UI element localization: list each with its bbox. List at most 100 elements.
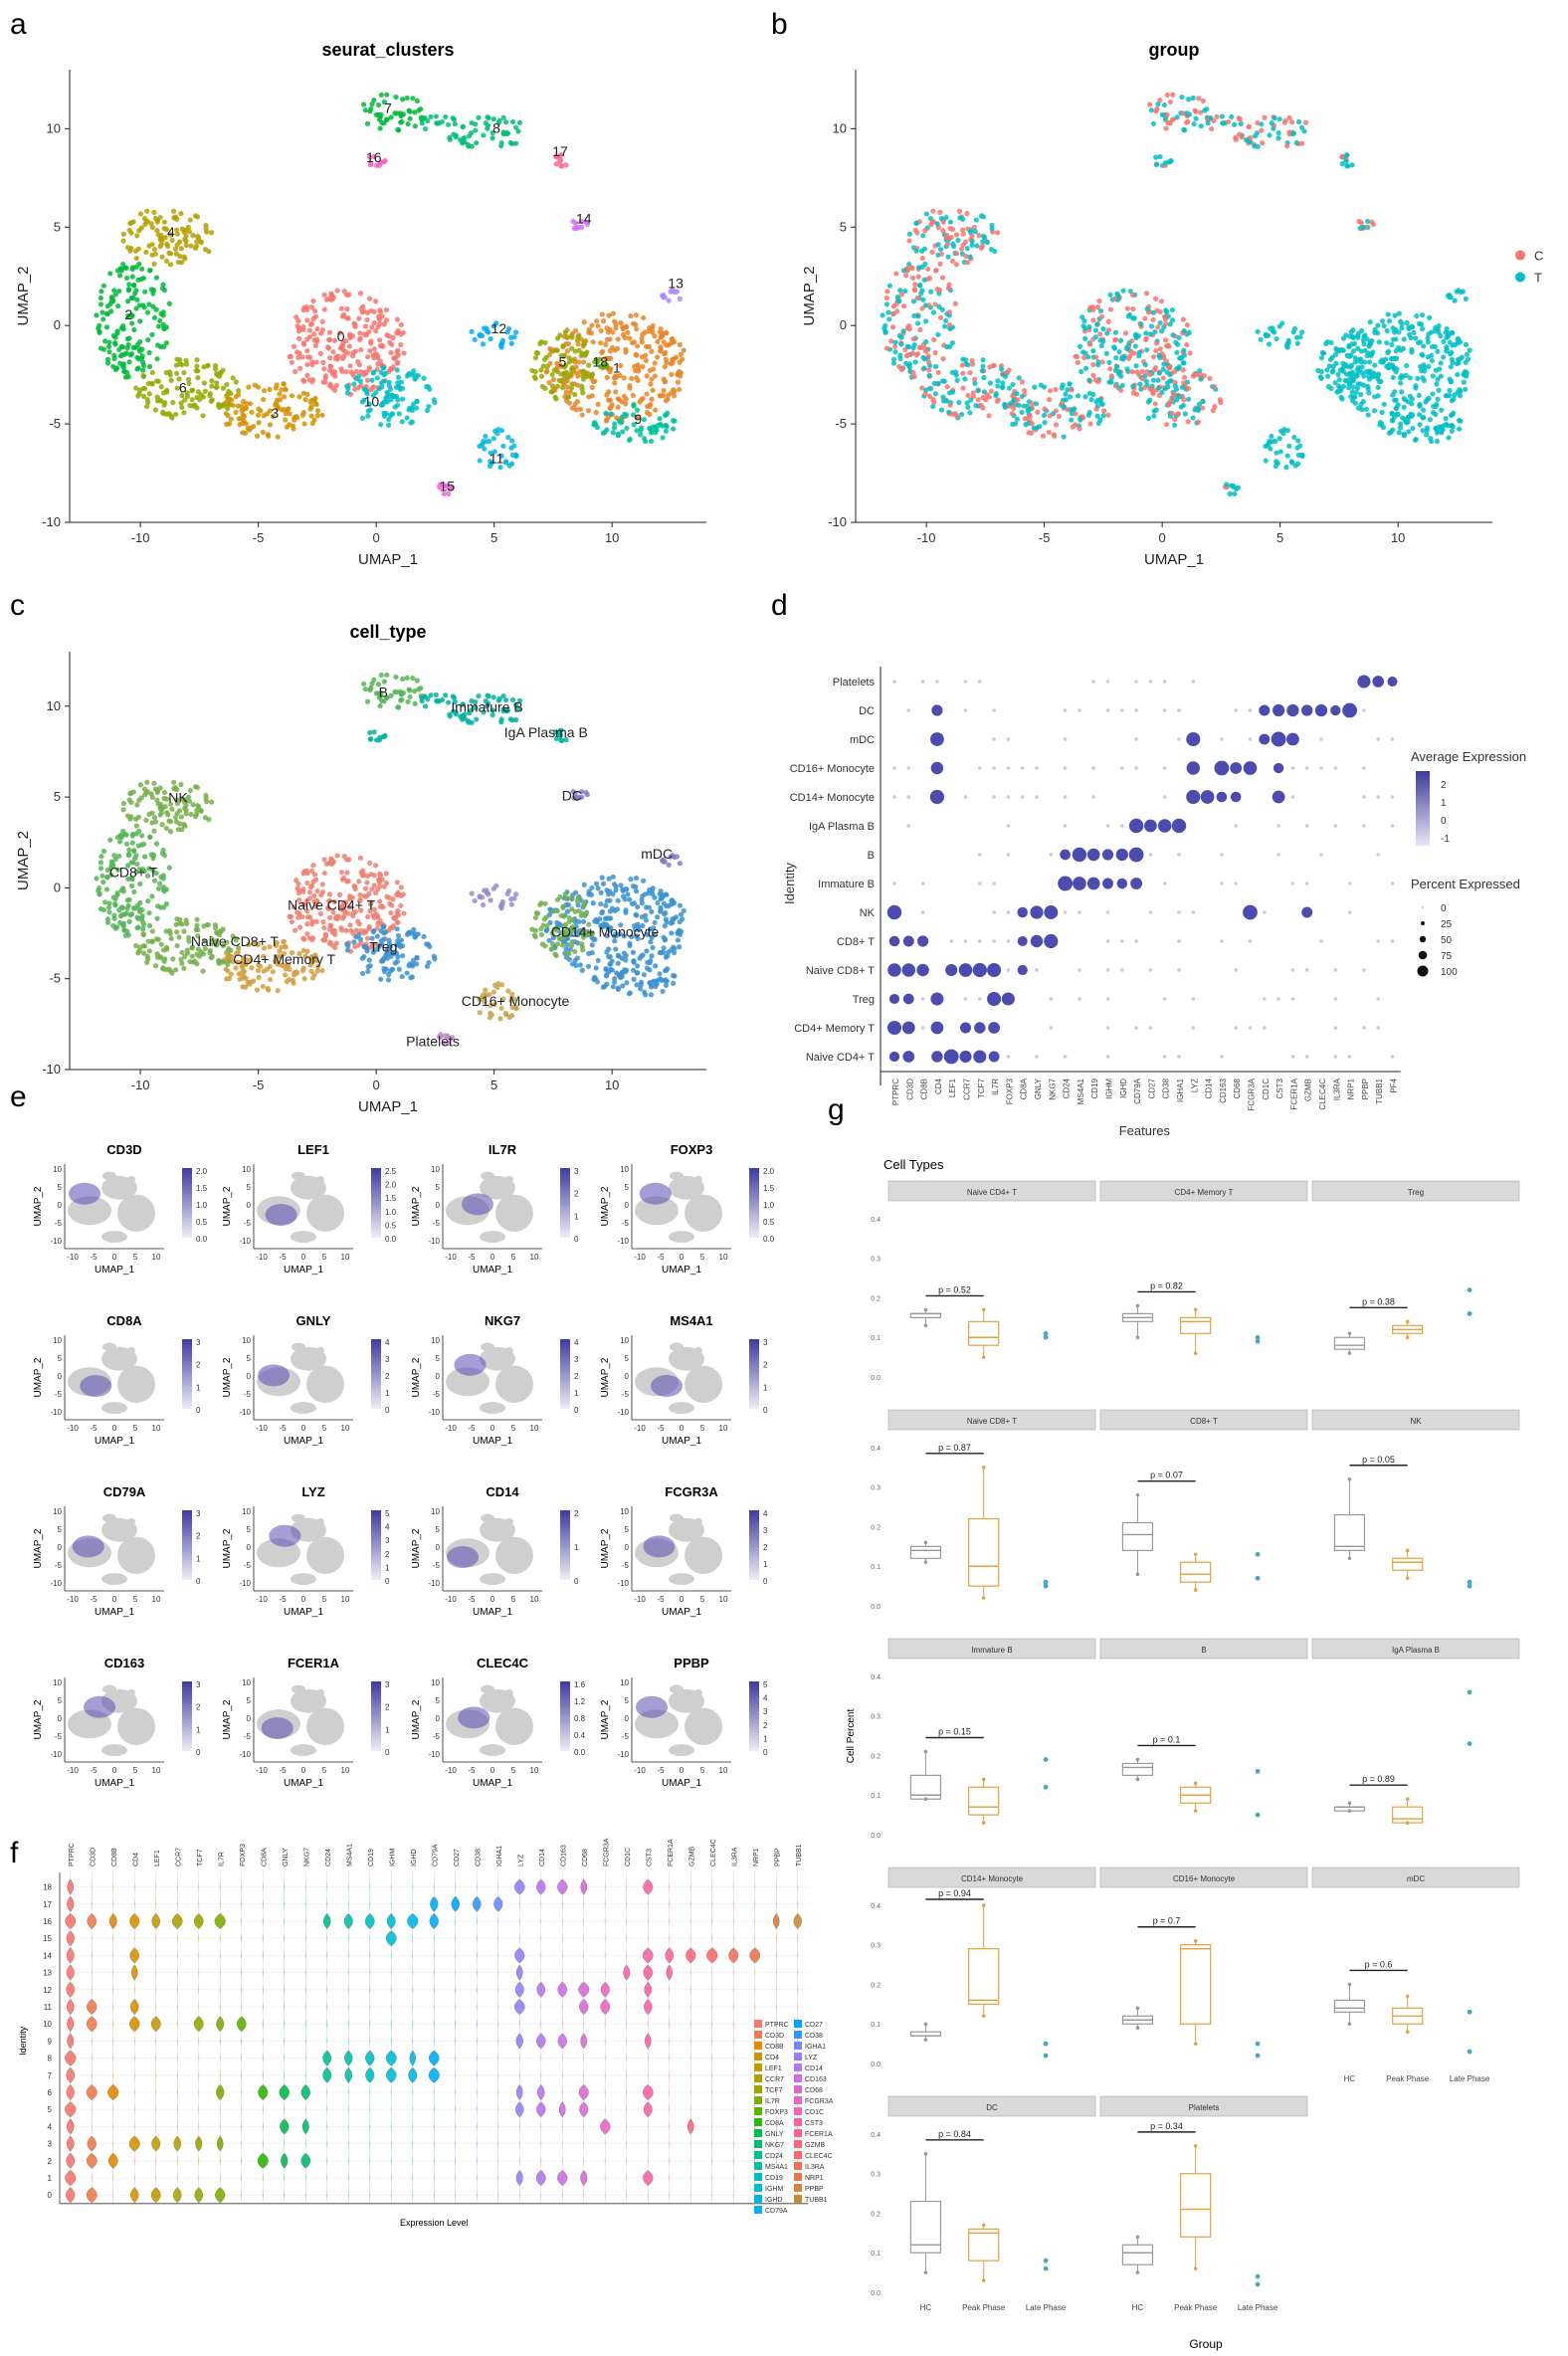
umap-point <box>1428 436 1434 442</box>
umap-point <box>422 703 429 709</box>
umap-point <box>479 443 485 449</box>
umap-point <box>319 967 325 974</box>
umap-point <box>107 837 113 843</box>
umap-point <box>513 716 519 723</box>
umap-point <box>412 372 418 378</box>
umap-point <box>1061 404 1068 410</box>
umap-point <box>356 315 362 321</box>
umap-point <box>616 397 622 403</box>
umap-point <box>133 942 139 949</box>
umap-point <box>422 693 428 699</box>
umap-point <box>181 369 187 376</box>
umap-point <box>969 242 975 248</box>
umap-point <box>968 397 974 403</box>
plot-title-a: seurat_clusters <box>321 40 454 60</box>
umap-point <box>135 924 141 930</box>
umap-point <box>329 371 336 377</box>
dot-nk-cd1c <box>1263 910 1267 914</box>
umap-point <box>229 397 235 403</box>
umap-point <box>1369 351 1375 357</box>
umap-point <box>1000 372 1007 378</box>
feature-label-igha1: IGHA1 <box>1176 1078 1185 1102</box>
umap-point <box>1427 314 1433 321</box>
umap-point <box>1441 338 1447 345</box>
umap-point <box>299 354 305 360</box>
umap-point <box>125 288 132 294</box>
dot-cd8-t-cd163 <box>1220 939 1224 943</box>
umap-point <box>1362 359 1368 365</box>
umap-point <box>1443 416 1449 422</box>
y-tick-label: 10 <box>833 120 847 135</box>
umap-point <box>1029 421 1035 427</box>
umap-point <box>362 686 368 692</box>
umap-point <box>1267 132 1273 138</box>
umap-point <box>1430 409 1437 416</box>
umap-point <box>980 405 986 411</box>
umap-point <box>1452 392 1458 398</box>
dot-b-tcf7 <box>978 853 982 857</box>
umap-point <box>625 891 631 897</box>
umap-point <box>308 968 314 974</box>
umap-point <box>607 405 613 412</box>
umap-point <box>569 381 575 387</box>
feature-label-cd3d: CD3D <box>905 1079 914 1100</box>
identity-label-cd4-memory-t: CD4+ Memory T <box>794 1023 875 1035</box>
umap-point <box>100 316 106 322</box>
umap-point <box>1077 343 1083 349</box>
umap-point <box>1094 413 1100 419</box>
umap-point <box>158 805 164 811</box>
umap-point <box>453 134 459 140</box>
dot-cd8-t-ptprc <box>888 935 900 947</box>
umap-point <box>161 958 167 964</box>
dot-cd14-monocyte-cd3d <box>906 795 911 799</box>
umap-point <box>993 390 999 397</box>
umap-point <box>622 335 628 341</box>
dot-mdc-igha1 <box>1177 737 1181 741</box>
umap-point <box>1056 413 1062 420</box>
umap-point <box>140 950 147 956</box>
umap-point <box>1283 465 1289 471</box>
umap-point <box>106 339 112 345</box>
feature-label-nrp1: NRP1 <box>1347 1078 1356 1099</box>
dot-dc-cst3 <box>1272 703 1285 717</box>
umap-point <box>357 891 363 898</box>
umap-point <box>1118 387 1124 393</box>
umap-point <box>424 963 431 969</box>
umap-point <box>1347 364 1353 370</box>
umap-point <box>898 366 904 372</box>
umap-point <box>1155 101 1161 107</box>
umap-point <box>160 321 166 327</box>
dot-platelets-cd27 <box>1148 680 1153 684</box>
dot-cd8-t-clec4c <box>1319 939 1323 943</box>
y-axis-label: UMAP_2 <box>15 266 32 325</box>
umap-point <box>447 136 453 142</box>
umap-points <box>94 672 686 1047</box>
umap-point <box>317 350 323 356</box>
umap-point <box>366 890 372 896</box>
umap-point <box>111 288 117 294</box>
umap-point <box>923 318 929 324</box>
umap-point <box>1047 388 1054 394</box>
umap-point <box>183 361 190 367</box>
umap-point <box>649 953 655 959</box>
umap-point <box>967 254 973 260</box>
umap-point <box>1260 140 1266 146</box>
umap-point <box>503 119 509 125</box>
umap-point <box>1436 424 1442 430</box>
umap-point <box>538 373 545 379</box>
umap-point <box>505 434 511 441</box>
umap-point <box>381 371 387 378</box>
umap-point <box>404 675 410 681</box>
umap-point <box>529 367 535 373</box>
umap-point <box>179 362 185 368</box>
umap-point <box>580 373 586 379</box>
umap-point <box>1208 125 1215 132</box>
umap-point <box>306 334 313 340</box>
umap-point <box>1365 412 1371 418</box>
umap-point <box>1346 385 1352 391</box>
umap-point <box>1075 359 1081 365</box>
umap-point <box>304 348 310 354</box>
umap-point <box>1394 366 1400 372</box>
umap-point <box>1163 337 1169 343</box>
umap-point <box>606 312 612 318</box>
